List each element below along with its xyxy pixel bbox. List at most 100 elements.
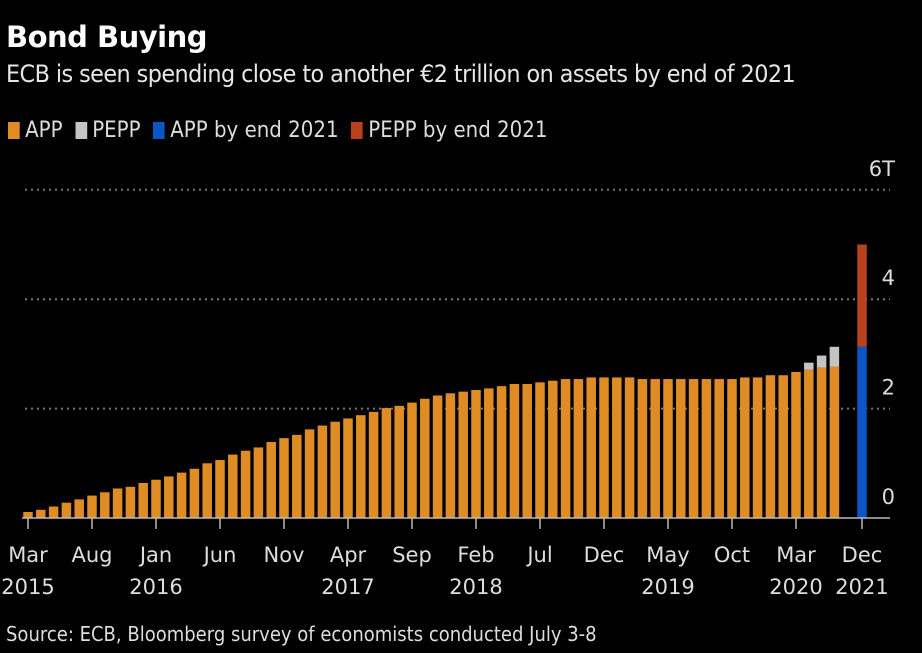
x-tick-year: 2017 [321,575,374,599]
x-tick-year: 2019 [641,575,694,599]
bar-app [535,382,545,518]
bar-app [292,434,302,518]
legend-label: PEPP by end 2021 [368,118,548,143]
bar-app [778,375,788,518]
legend-item-app: APP [8,118,63,143]
x-tick-year: 2015 [1,575,54,599]
bar-app [637,379,648,518]
bar-app [560,379,571,518]
x-tick-year: 2018 [449,575,502,599]
legend-swatch-app-2021 [153,122,165,139]
bar-app [138,482,148,518]
x-tick-month: Mar [776,543,816,567]
x-tick-month: Dec [842,543,883,567]
bar-pepp [829,346,840,367]
bar-app [87,495,97,518]
bar-app [509,383,520,518]
bar-app [599,377,609,518]
bar-app [240,450,251,518]
bar-app [343,418,353,518]
bar-app [804,369,814,518]
bar-app [407,402,417,518]
bar-app [701,379,712,518]
bar-app [112,488,123,518]
x-tick-month: Apr [330,543,367,567]
bar-app [61,502,72,518]
bar-app [612,377,622,518]
bar-app [228,454,238,518]
bar-app [548,380,558,518]
bar-app [471,390,481,518]
legend-item-pepp: PEPP [75,118,141,143]
bar-app [484,388,494,518]
legend-swatch-pepp-2021 [351,122,363,139]
bar-pepp-by-end-2021 [857,244,867,347]
x-tick-month: Jan [138,543,172,567]
y-tick-label: 6T [869,157,895,181]
chart-subtitle: ECB is seen spending close to another €2… [6,60,796,88]
bar-app [23,511,33,518]
bar-app [189,468,200,518]
y-tick-label: 4 [882,266,895,290]
bar-app [765,375,776,518]
bar-app [676,379,686,518]
x-tick-month: Dec [584,543,625,567]
x-tick-month: Jun [202,543,237,567]
bar-app [36,509,46,518]
bar-app [164,476,174,518]
bar-app [48,506,59,518]
bar-app [624,377,635,518]
bar-app [522,383,532,518]
bar-app [279,438,289,518]
bar-app [445,393,456,518]
bar-app [394,405,404,518]
legend-swatch-pepp [75,122,87,139]
legend: APP PEPP APP by end 2021 PEPP by end 202… [8,118,547,143]
bar-app [727,379,737,518]
x-tick-month: Sep [392,543,432,567]
x-tick-month: Aug [71,543,112,567]
bar-app [829,366,840,518]
legend-label: PEPP [92,118,141,143]
x-tick-month: Oct [714,543,750,567]
bar-app [356,415,366,518]
bar-app [151,479,161,518]
bar-app [586,377,596,518]
x-tick-month: May [646,543,689,567]
bar-app [330,421,340,518]
x-tick-month: Nov [264,543,305,567]
bar-app [752,377,763,518]
bar-app [74,499,84,518]
y-tick-label: 0 [882,485,895,509]
bar-app [688,379,699,518]
legend-swatch-app [8,122,20,139]
bar-app [496,386,507,518]
bar-app [791,371,801,518]
bar-app [215,460,225,518]
bar-app [663,379,673,518]
bar-app [176,472,187,518]
x-tick-month: Feb [457,543,494,567]
legend-item-app-2021: APP by end 2021 [153,118,339,143]
legend-label: APP [25,118,63,143]
chart-title: Bond Buying [6,20,208,54]
x-tick-month: Jul [525,543,552,567]
bar-app [458,391,468,518]
legend-item-pepp-2021: PEPP by end 2021 [351,118,547,143]
x-tick-year: 2021 [835,575,888,599]
bar-pepp [804,362,814,370]
bar-app [317,425,328,518]
bar-app [573,379,584,518]
bar-app-by-end-2021 [857,346,867,518]
bar-app [202,463,212,518]
bar-app [125,486,136,518]
y-tick-label: 2 [882,376,895,400]
x-tick-month: Mar [8,543,48,567]
bar-app [253,447,264,518]
bar-app [266,441,276,518]
bar-app [304,429,315,518]
bar-app [432,395,443,518]
source-note: Source: ECB, Bloomberg survey of economi… [6,622,597,646]
bar-app [381,408,392,518]
